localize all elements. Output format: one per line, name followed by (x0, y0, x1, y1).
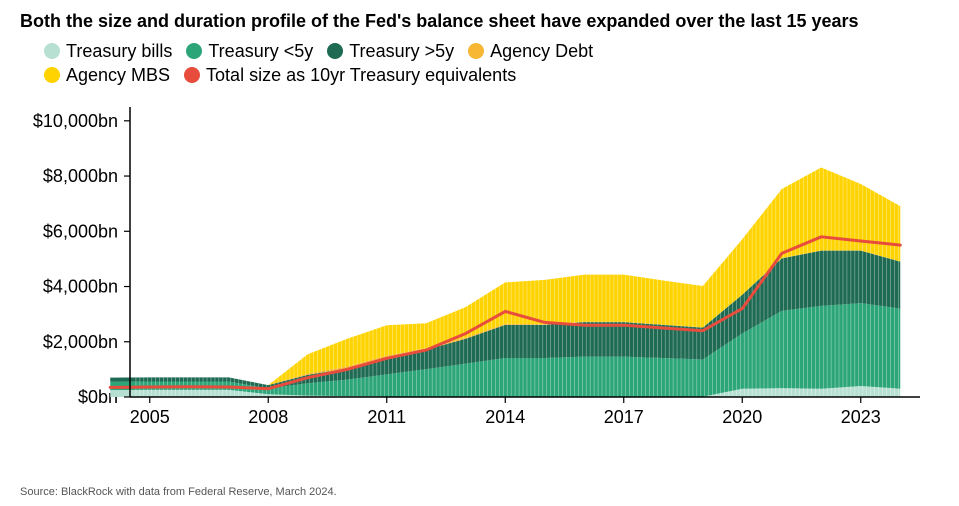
dot-icon (44, 67, 60, 83)
source-note: Source: BlackRock with data from Federal… (20, 486, 337, 498)
legend-item-tbills: Treasury bills (44, 39, 172, 63)
legend-row-2: Agency MBS Total size as 10yr Treasury e… (44, 63, 939, 87)
plot-area: $0bn$2,000bn$4,000bn$6,000bn$8,000bn$10,… (20, 97, 940, 437)
legend-label: Treasury bills (66, 39, 172, 63)
legend-label: Agency MBS (66, 63, 170, 87)
legend: Treasury bills Treasury <5y Treasury >5y… (0, 37, 959, 94)
svg-text:2014: 2014 (485, 407, 525, 427)
legend-row-1: Treasury bills Treasury <5y Treasury >5y… (44, 39, 939, 63)
svg-text:2005: 2005 (129, 407, 169, 427)
legend-item-tlt5: Treasury <5y (186, 39, 313, 63)
svg-text:2017: 2017 (603, 407, 643, 427)
legend-item-ambs: Agency MBS (44, 63, 170, 87)
dot-icon (44, 43, 60, 59)
svg-text:2020: 2020 (722, 407, 762, 427)
svg-text:2011: 2011 (367, 407, 406, 427)
dot-icon (184, 67, 200, 83)
svg-text:$6,000bn: $6,000bn (42, 221, 117, 241)
svg-text:$8,000bn: $8,000bn (42, 166, 117, 186)
chart-svg: $0bn$2,000bn$4,000bn$6,000bn$8,000bn$10,… (20, 97, 940, 437)
svg-text:$10,000bn: $10,000bn (32, 111, 117, 131)
legend-item-total10: Total size as 10yr Treasury equivalents (184, 63, 516, 87)
legend-item-tgt5: Treasury >5y (327, 39, 454, 63)
svg-text:2023: 2023 (840, 407, 880, 427)
svg-text:$2,000bn: $2,000bn (42, 332, 117, 352)
dot-icon (327, 43, 343, 59)
dot-icon (186, 43, 202, 59)
legend-item-agency: Agency Debt (468, 39, 593, 63)
dot-icon (468, 43, 484, 59)
legend-label: Total size as 10yr Treasury equivalents (206, 63, 516, 87)
legend-label: Treasury >5y (349, 39, 454, 63)
svg-text:$4,000bn: $4,000bn (42, 277, 117, 297)
legend-label: Treasury <5y (208, 39, 313, 63)
svg-text:2008: 2008 (248, 407, 288, 427)
legend-label: Agency Debt (490, 39, 593, 63)
chart-title: Both the size and duration profile of th… (0, 0, 959, 37)
